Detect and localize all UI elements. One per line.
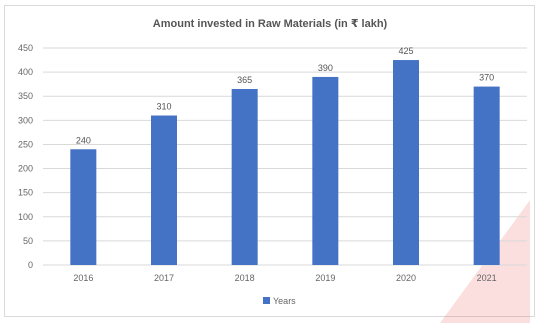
x-tick-label: 2019 bbox=[315, 273, 335, 283]
data-label: 240 bbox=[76, 135, 91, 145]
legend: Years bbox=[263, 296, 296, 306]
data-labels: 240 310 365 390 425 370 bbox=[76, 46, 494, 145]
data-label: 310 bbox=[156, 102, 171, 112]
x-tick-label: 2021 bbox=[477, 273, 497, 283]
y-tick-label: 350 bbox=[18, 91, 33, 101]
y-tick-label: 250 bbox=[18, 139, 33, 149]
bar bbox=[151, 115, 177, 265]
data-label: 370 bbox=[479, 73, 494, 83]
bars bbox=[70, 60, 500, 265]
y-tick-label: 300 bbox=[18, 115, 33, 125]
y-tick-label: 100 bbox=[18, 212, 33, 222]
x-tick-label: 2017 bbox=[154, 273, 174, 283]
y-tick-label: 150 bbox=[18, 188, 33, 198]
y-axis-ticks: 0 50 100 150 200 250 300 350 400 450 bbox=[18, 43, 33, 270]
y-tick-label: 200 bbox=[18, 164, 33, 174]
y-tick-label: 50 bbox=[23, 236, 33, 246]
y-tick-label: 0 bbox=[28, 260, 33, 270]
legend-swatch bbox=[263, 297, 270, 304]
bar bbox=[70, 149, 97, 265]
gridlines bbox=[43, 47, 527, 266]
y-tick-label: 400 bbox=[18, 67, 33, 77]
x-axis-ticks: 2016 2017 2018 2019 2020 2021 bbox=[73, 273, 496, 283]
bar bbox=[312, 76, 339, 265]
bar bbox=[231, 88, 258, 265]
data-label: 425 bbox=[398, 46, 413, 56]
legend-label: Years bbox=[273, 296, 296, 306]
chart-title: Amount invested in Raw Materials (in ₹ l… bbox=[153, 18, 388, 30]
x-tick-label: 2016 bbox=[73, 273, 93, 283]
data-label: 390 bbox=[318, 63, 333, 73]
bar bbox=[393, 60, 419, 265]
x-tick-label: 2018 bbox=[235, 273, 255, 283]
x-tick-label: 2020 bbox=[396, 273, 416, 283]
data-label: 365 bbox=[237, 75, 252, 85]
bar bbox=[473, 86, 500, 265]
y-tick-label: 450 bbox=[18, 43, 33, 53]
